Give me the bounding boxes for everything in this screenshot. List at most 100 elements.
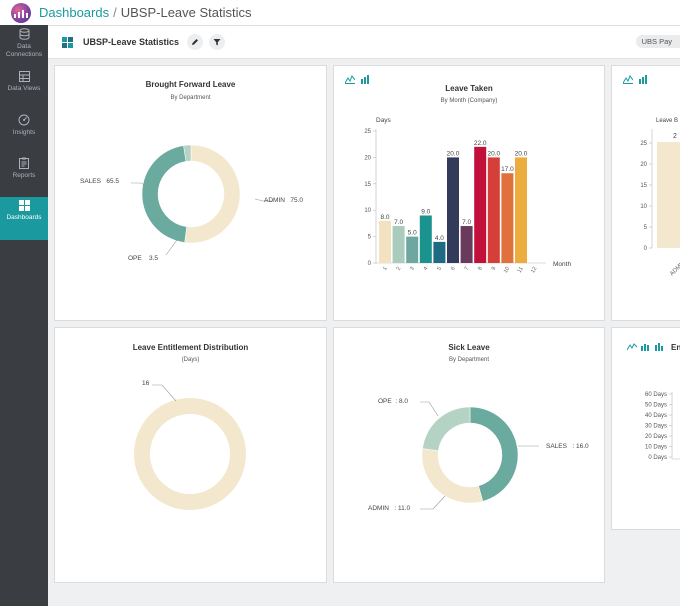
slice-label-admin: ADMIN 75.0: [264, 197, 304, 204]
bar-month-10[interactable]: [501, 173, 514, 263]
sidebar-item-label: Data Views: [7, 85, 41, 92]
bar-value-label: 7.0: [462, 219, 471, 226]
y-tick-label: 25: [640, 141, 647, 147]
y-tick-label: 40 Days: [645, 413, 667, 419]
bar-month-8[interactable]: [474, 146, 487, 263]
slice-label-ope: OPE 3.5: [128, 255, 159, 262]
donut-slice-16[interactable]: [134, 398, 246, 510]
donut-slice-sales[interactable]: [141, 145, 187, 243]
widget-title: Brought Forward Leave: [145, 80, 236, 89]
table-icon: [18, 71, 30, 82]
donut-slice-admin[interactable]: [184, 144, 241, 244]
bar-value-label: 9.0: [421, 208, 430, 215]
breadcrumb-separator: /: [113, 5, 117, 20]
y-tick-label: 0: [644, 246, 648, 252]
sidebar-item-data-connections[interactable]: Data Connections: [0, 25, 48, 68]
app-logo-icon[interactable]: [11, 2, 31, 23]
bar-month-3[interactable]: [406, 236, 419, 263]
y-tick-label: 25: [364, 129, 371, 135]
widget-title: En: [671, 343, 680, 352]
x-tick-label: 2: [396, 266, 403, 272]
x-tick-label: 6: [450, 266, 457, 272]
dataset-tag[interactable]: UBS Pay: [635, 35, 680, 48]
x-tick-label: 7: [464, 266, 471, 272]
x-tick-label: ADMIN: [669, 259, 680, 277]
widget-title: Leave Entitlement Distribution: [132, 343, 249, 352]
bar-chart-icon[interactable]: [641, 343, 651, 351]
x-tick-label: 11: [517, 266, 525, 274]
bar-value-label: 17.0: [501, 166, 514, 173]
widget-toolbar: En: [627, 343, 680, 352]
y-tick-label: 20 Days: [645, 434, 667, 440]
y-tick-label: 5: [368, 235, 372, 241]
widget-subtitle: By Department: [448, 357, 490, 363]
stacked-bar-icon[interactable]: [655, 343, 665, 351]
sidebar-item-label: Insights: [12, 129, 36, 136]
dashboard-grid-icon: [18, 200, 30, 211]
bar-chart-icon[interactable]: [361, 75, 371, 84]
sidebar-item-label: Reports: [12, 172, 36, 179]
y-tick-label: 0 Days: [648, 455, 667, 461]
entitlement-donut: [134, 384, 246, 510]
line-chart-icon[interactable]: [623, 75, 633, 84]
sick-leave-widget: Sick Leave By Department OPE : 8.0 SALES…: [333, 327, 605, 583]
sidebar-item-data-views[interactable]: Data Views: [0, 68, 48, 111]
sidebar-item-reports[interactable]: Reports: [0, 154, 48, 197]
line-chart-icon[interactable]: [345, 75, 355, 84]
x-tick-label: 1: [382, 266, 389, 272]
bar-month-4[interactable]: [419, 215, 432, 263]
bar-month-9[interactable]: [487, 157, 500, 263]
y-tick-label: 15: [640, 183, 647, 189]
donut-slice-ope[interactable]: [183, 144, 192, 162]
bar-month-5[interactable]: [433, 241, 446, 263]
dashboard-header: UBSP-Leave Statistics UBS Pay: [48, 26, 680, 59]
line-chart-icon[interactable]: [627, 343, 637, 351]
sidebar-item-insights[interactable]: Insights: [0, 111, 48, 154]
clipboard-icon: [19, 157, 29, 169]
bar-chart-icon[interactable]: [639, 75, 649, 84]
bar-value-label: 4.0: [435, 235, 444, 242]
sidebar: Data Connections Data Views Insights Rep…: [0, 25, 48, 606]
database-icon: [19, 28, 29, 40]
bar-month-6[interactable]: [447, 157, 459, 263]
leave-entitlement-widget: Leave Entitlement Distribution (Days) 16: [54, 327, 327, 583]
sidebar-item-dashboards[interactable]: Dashboards: [0, 197, 48, 240]
filter-icon: [213, 39, 221, 46]
filter-button[interactable]: [209, 34, 226, 50]
widget-toolbar: [623, 75, 649, 84]
bar-month-7[interactable]: [460, 226, 473, 263]
bar-value-label: 2: [673, 133, 677, 140]
dashboard-icon: [62, 36, 73, 48]
entitlement-bar-chart: 0 Days 10 Days 20 Days 30 Days 40 Days 50 Day…: [645, 392, 680, 461]
slice-label-admin: ADMIN : 11.0: [368, 505, 411, 512]
x-tick-label: 5: [436, 266, 443, 272]
edit-button[interactable]: [187, 34, 204, 50]
y-tick-label: 10: [640, 204, 647, 210]
bar-value-label: 20.0: [447, 150, 460, 157]
donut-slice-admin[interactable]: [421, 448, 484, 504]
bar-month-1[interactable]: [379, 220, 391, 263]
sidebar-item-label: Dashboards: [6, 214, 42, 221]
leave-balance-bar-chart: Leave B 0 5 10 15 20 25 2 ADMIN: [640, 118, 680, 277]
dashboard-title: UBSP-Leave Statistics: [83, 37, 180, 47]
y-tick-label: 60 Days: [645, 392, 667, 398]
breadcrumb-dashboards-link[interactable]: Dashboards: [39, 5, 110, 20]
bar-admin: [657, 142, 680, 248]
y-tick-label: 20: [640, 162, 647, 168]
x-tick-label: 8: [477, 266, 484, 272]
bar-value-label: 20.0: [487, 150, 500, 157]
y-tick-label: 20: [364, 155, 371, 161]
widget-title: Sick Leave: [448, 343, 490, 352]
x-axis-label: Month: [553, 261, 571, 268]
pencil-icon: [192, 39, 199, 45]
bar-month-2[interactable]: [392, 226, 405, 263]
gauge-icon: [18, 114, 30, 126]
donut-slice-ope[interactable]: [422, 406, 471, 451]
bar-month-11[interactable]: [515, 157, 527, 263]
y-tick-label: 50 Days: [645, 403, 667, 409]
x-tick-label: 3: [409, 266, 416, 272]
widget-title: Leave B: [656, 118, 678, 124]
entitlement-by-employee-widget: En 0 Days 10 Days 20 Days 30 Days 40 Days 50 …: [611, 327, 680, 530]
y-tick-label: 30 Days: [645, 424, 667, 430]
